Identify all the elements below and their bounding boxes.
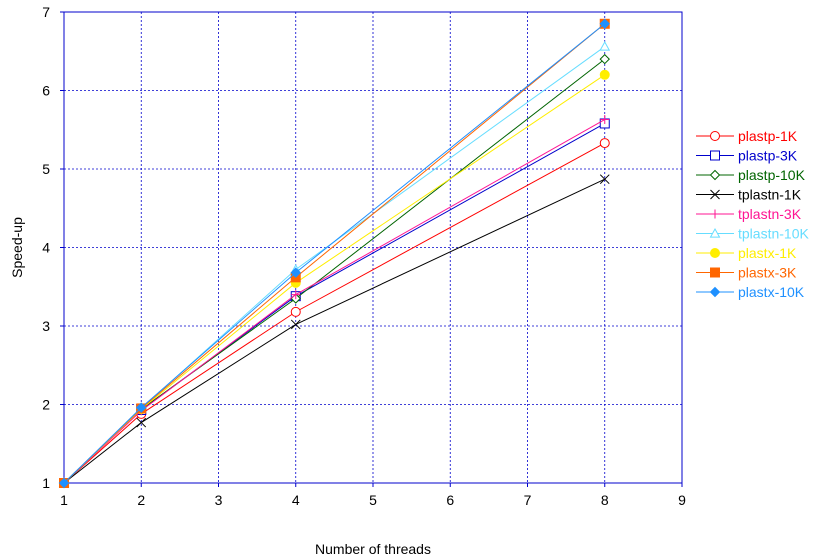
legend-item: plastx-1K bbox=[696, 245, 797, 261]
series-line bbox=[63, 178, 605, 484]
data-point bbox=[136, 402, 147, 413]
series-layer bbox=[58, 18, 611, 489]
data-point bbox=[599, 18, 610, 29]
legend-label: tplastn-1K bbox=[738, 187, 802, 203]
y-tick-label: 2 bbox=[42, 397, 50, 413]
x-tick-label: 6 bbox=[446, 492, 454, 508]
x-tick-label: 7 bbox=[524, 492, 532, 508]
legend-item: plastx-3K bbox=[696, 265, 797, 281]
x-tick-label: 8 bbox=[601, 492, 609, 508]
x-axis-title: Number of threads bbox=[315, 541, 431, 557]
y-tick-label: 3 bbox=[42, 318, 50, 334]
y-tick-label: 5 bbox=[42, 161, 50, 177]
series-tplastn-3K bbox=[59, 115, 610, 488]
legend-item: plastp-10K bbox=[696, 167, 806, 183]
data-point bbox=[291, 290, 301, 300]
legend-item: plastp-1K bbox=[696, 128, 798, 144]
y-tick-label: 6 bbox=[42, 83, 50, 99]
x-tick-label: 9 bbox=[678, 492, 686, 508]
series-plastp-3K bbox=[59, 118, 610, 488]
series-line bbox=[63, 142, 605, 484]
series-line bbox=[63, 74, 606, 484]
legend: plastp-1K plastp-3K plastp-10K tplastn-1K tp… bbox=[696, 128, 809, 300]
legend-item: plastx-10K bbox=[696, 284, 805, 300]
data-point bbox=[599, 53, 610, 65]
x-tick-label: 5 bbox=[369, 492, 377, 508]
series-plastx-10K bbox=[58, 18, 610, 489]
data-point bbox=[290, 306, 301, 317]
series-line bbox=[63, 58, 606, 484]
legend-label: plastp-10K bbox=[738, 167, 806, 183]
data-point bbox=[599, 41, 611, 51]
series-line bbox=[63, 46, 606, 484]
data-point bbox=[600, 115, 610, 125]
x-axis-ticks: 1 2 3 4 5 6 7 8 9 bbox=[60, 483, 686, 508]
series-tplastn-10K bbox=[58, 41, 611, 488]
x-tick-label: 3 bbox=[215, 492, 223, 508]
series-plastx-1K bbox=[59, 69, 610, 488]
x-tick-label: 4 bbox=[292, 492, 300, 508]
data-point bbox=[599, 174, 610, 185]
legend-label: tplastn-10K bbox=[738, 226, 809, 242]
legend-item: tplastn-3K bbox=[696, 206, 802, 222]
legend-item: tplastn-1K bbox=[696, 187, 802, 203]
legend-marker bbox=[709, 169, 721, 181]
legend-label: plastx-1K bbox=[738, 245, 797, 261]
x-tick-label: 1 bbox=[60, 492, 68, 508]
grid-lines bbox=[64, 12, 682, 483]
series-plastp-1K bbox=[59, 138, 610, 488]
legend-label: plastp-3K bbox=[738, 148, 798, 164]
legend-marker bbox=[710, 248, 720, 258]
legend-item: plastp-3K bbox=[696, 148, 798, 164]
legend-label: tplastn-3K bbox=[738, 206, 802, 222]
legend-marker bbox=[709, 227, 721, 238]
legend-marker bbox=[710, 189, 720, 200]
data-point bbox=[599, 69, 610, 80]
y-axis-ticks: 1 2 3 4 5 6 7 bbox=[42, 4, 64, 491]
y-axis-title: Speed-up bbox=[9, 217, 25, 278]
legend-item: tplastn-10K bbox=[696, 226, 809, 242]
legend-marker bbox=[710, 131, 720, 141]
data-point bbox=[290, 267, 301, 278]
series-tplastn-1K bbox=[59, 174, 610, 488]
y-tick-label: 4 bbox=[42, 240, 50, 256]
legend-marker bbox=[709, 286, 721, 298]
y-tick-label: 1 bbox=[42, 475, 50, 491]
data-point bbox=[136, 417, 147, 428]
y-tick-label: 7 bbox=[42, 4, 50, 20]
legend-label: plastp-1K bbox=[738, 128, 798, 144]
legend-label: plastx-10K bbox=[738, 284, 805, 300]
x-tick-label: 2 bbox=[137, 492, 145, 508]
series-line bbox=[63, 119, 605, 484]
data-point bbox=[290, 319, 301, 330]
series-line bbox=[63, 123, 605, 484]
legend-marker bbox=[710, 209, 720, 219]
series-line bbox=[63, 23, 606, 484]
data-point bbox=[599, 138, 610, 149]
legend-marker bbox=[710, 150, 720, 161]
legend-marker bbox=[710, 267, 720, 278]
legend-label: plastx-3K bbox=[738, 265, 797, 281]
data-point bbox=[58, 477, 70, 489]
